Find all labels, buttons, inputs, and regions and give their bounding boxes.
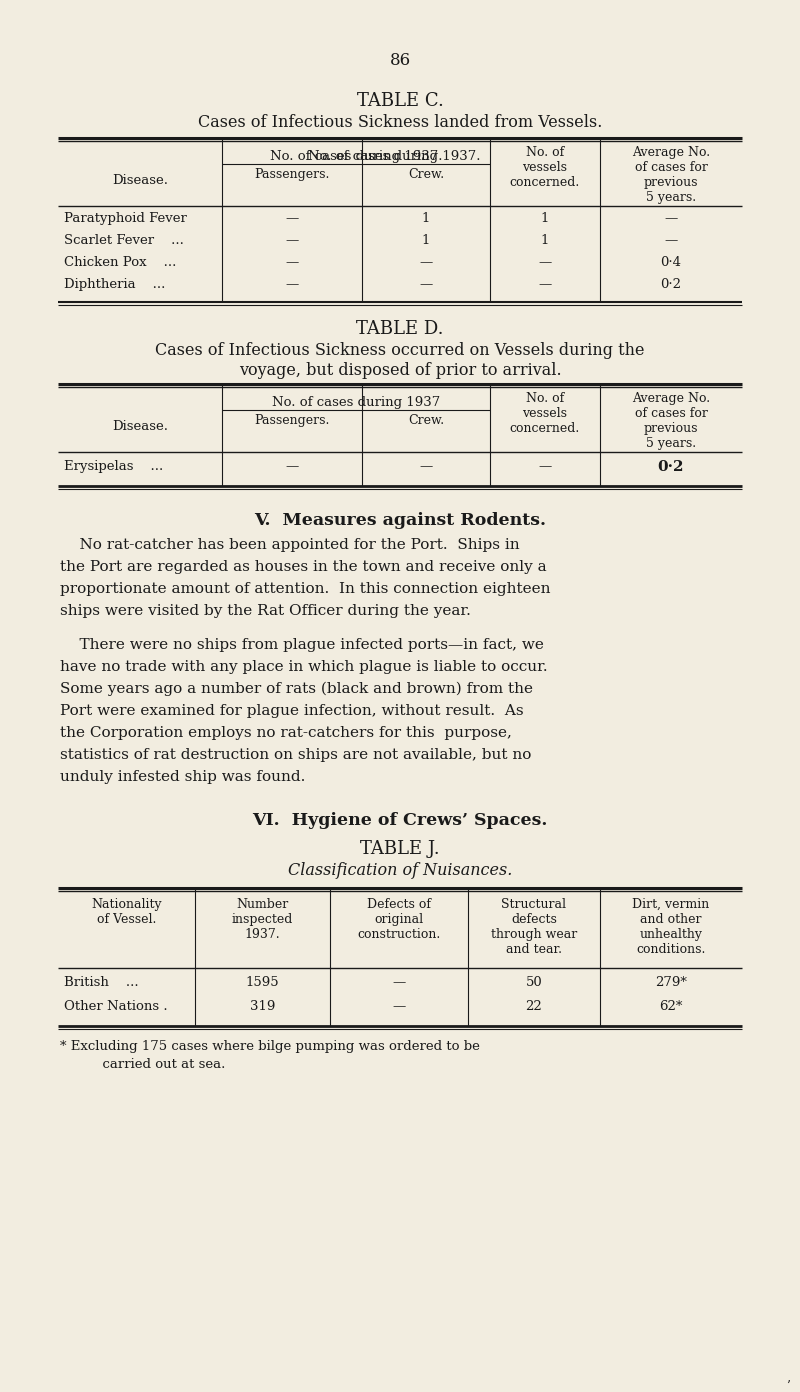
Text: —: — (419, 459, 433, 473)
Text: Scarlet Fever    ...: Scarlet Fever ... (64, 234, 184, 246)
Text: 0·2: 0·2 (658, 459, 684, 475)
Text: the Port are regarded as houses in the town and receive only a: the Port are regarded as houses in the t… (60, 560, 546, 574)
Text: Some years ago a number of rats (black and brown) from the: Some years ago a number of rats (black a… (60, 682, 533, 696)
Text: —: — (664, 212, 678, 226)
Text: Passengers.: Passengers. (254, 168, 330, 181)
Text: voyage, but disposed of prior to arrival.: voyage, but disposed of prior to arrival… (238, 362, 562, 379)
Text: —: — (419, 256, 433, 269)
Text: Classification of Nuisances.: Classification of Nuisances. (288, 862, 512, 878)
Text: 86: 86 (390, 52, 410, 70)
Text: statistics of rat destruction on ships are not available, but no: statistics of rat destruction on ships a… (60, 748, 531, 761)
Text: 50: 50 (526, 976, 542, 988)
Text: carried out at sea.: carried out at sea. (60, 1058, 226, 1070)
Text: —: — (286, 459, 298, 473)
Text: 0·4: 0·4 (661, 256, 682, 269)
Text: Other Nations .: Other Nations . (64, 999, 168, 1013)
Text: Nationality
of Vessel.: Nationality of Vessel. (91, 898, 162, 926)
Text: 1: 1 (541, 212, 549, 226)
Text: Disease.: Disease. (112, 174, 168, 187)
Text: Average No.
of cases for
previous
5 years.: Average No. of cases for previous 5 year… (632, 146, 710, 205)
Text: —: — (419, 278, 433, 291)
Text: No. of cases during 1937.: No. of cases during 1937. (308, 150, 480, 163)
Text: —: — (392, 976, 406, 988)
Text: proportionate amount of attention.  In this connection eighteen: proportionate amount of attention. In th… (60, 582, 550, 596)
Text: TABLE D.: TABLE D. (356, 320, 444, 338)
Text: Average No.
of cases for
previous
5 years.: Average No. of cases for previous 5 year… (632, 393, 710, 450)
Text: There were no ships from plague infected ports—in fact, we: There were no ships from plague infected… (60, 638, 544, 651)
Text: —: — (286, 256, 298, 269)
Text: 1: 1 (541, 234, 549, 246)
Text: —: — (538, 278, 552, 291)
Text: Chicken Pox    ...: Chicken Pox ... (64, 256, 176, 269)
Text: Structural
defects
through wear
and tear.: Structural defects through wear and tear… (491, 898, 577, 956)
Text: 319: 319 (250, 999, 275, 1013)
Text: 1: 1 (422, 212, 430, 226)
Text: —: — (286, 212, 298, 226)
Text: Disease.: Disease. (112, 420, 168, 433)
Text: Paratyphoid Fever: Paratyphoid Fever (64, 212, 187, 226)
Text: —: — (392, 999, 406, 1013)
Text: —: — (538, 459, 552, 473)
Text: ships were visited by the Rat Officer during the year.: ships were visited by the Rat Officer du… (60, 604, 471, 618)
Text: TABLE C.: TABLE C. (357, 92, 443, 110)
Text: TABLE J.: TABLE J. (360, 839, 440, 857)
Text: Diphtheria    ...: Diphtheria ... (64, 278, 166, 291)
Text: No. of cases during 1937.: No. of cases during 1937. (270, 150, 442, 163)
Text: V.  Measures against Rodents.: V. Measures against Rodents. (254, 512, 546, 529)
Text: 62*: 62* (659, 999, 682, 1013)
Text: Crew.: Crew. (408, 413, 444, 427)
Text: Port were examined for plague infection, without result.  As: Port were examined for plague infection,… (60, 704, 524, 718)
Text: Cases of Infectious Sickness occurred on Vessels during the: Cases of Infectious Sickness occurred on… (155, 342, 645, 359)
Text: No. of cases during 1937: No. of cases during 1937 (272, 395, 440, 409)
Text: Defects of
original
construction.: Defects of original construction. (358, 898, 441, 941)
Text: —: — (286, 278, 298, 291)
Text: —: — (286, 234, 298, 246)
Text: * Excluding 175 cases where bilge pumping was ordered to be: * Excluding 175 cases where bilge pumpin… (60, 1040, 480, 1052)
Text: 22: 22 (526, 999, 542, 1013)
Text: No. of
vessels
concerned.: No. of vessels concerned. (510, 146, 580, 189)
Text: Cases of Infectious Sickness landed from Vessels.: Cases of Infectious Sickness landed from… (198, 114, 602, 131)
Text: British    ...: British ... (64, 976, 138, 988)
Text: Passengers.: Passengers. (254, 413, 330, 427)
Text: No rat-catcher has been appointed for the Port.  Ships in: No rat-catcher has been appointed for th… (60, 537, 520, 553)
Text: have no trade with any place in which plague is liable to occur.: have no trade with any place in which pl… (60, 660, 548, 674)
Text: the Corporation employs no rat-catchers for this  purpose,: the Corporation employs no rat-catchers … (60, 727, 512, 741)
Text: —: — (664, 234, 678, 246)
Text: VI.  Hygiene of Crews’ Spaces.: VI. Hygiene of Crews’ Spaces. (252, 812, 548, 830)
Text: Dirt, vermin
and other
unhealthy
conditions.: Dirt, vermin and other unhealthy conditi… (632, 898, 710, 956)
Text: 279*: 279* (655, 976, 687, 988)
Text: 0·2: 0·2 (661, 278, 682, 291)
Text: Erysipelas    ...: Erysipelas ... (64, 459, 163, 473)
Text: Number
inspected
1937.: Number inspected 1937. (232, 898, 293, 941)
Text: Crew.: Crew. (408, 168, 444, 181)
Text: 1595: 1595 (246, 976, 279, 988)
Text: ’: ’ (786, 1379, 790, 1392)
Text: —: — (538, 256, 552, 269)
Text: unduly infested ship was found.: unduly infested ship was found. (60, 770, 306, 784)
Text: No. of
vessels
concerned.: No. of vessels concerned. (510, 393, 580, 434)
Text: 1: 1 (422, 234, 430, 246)
